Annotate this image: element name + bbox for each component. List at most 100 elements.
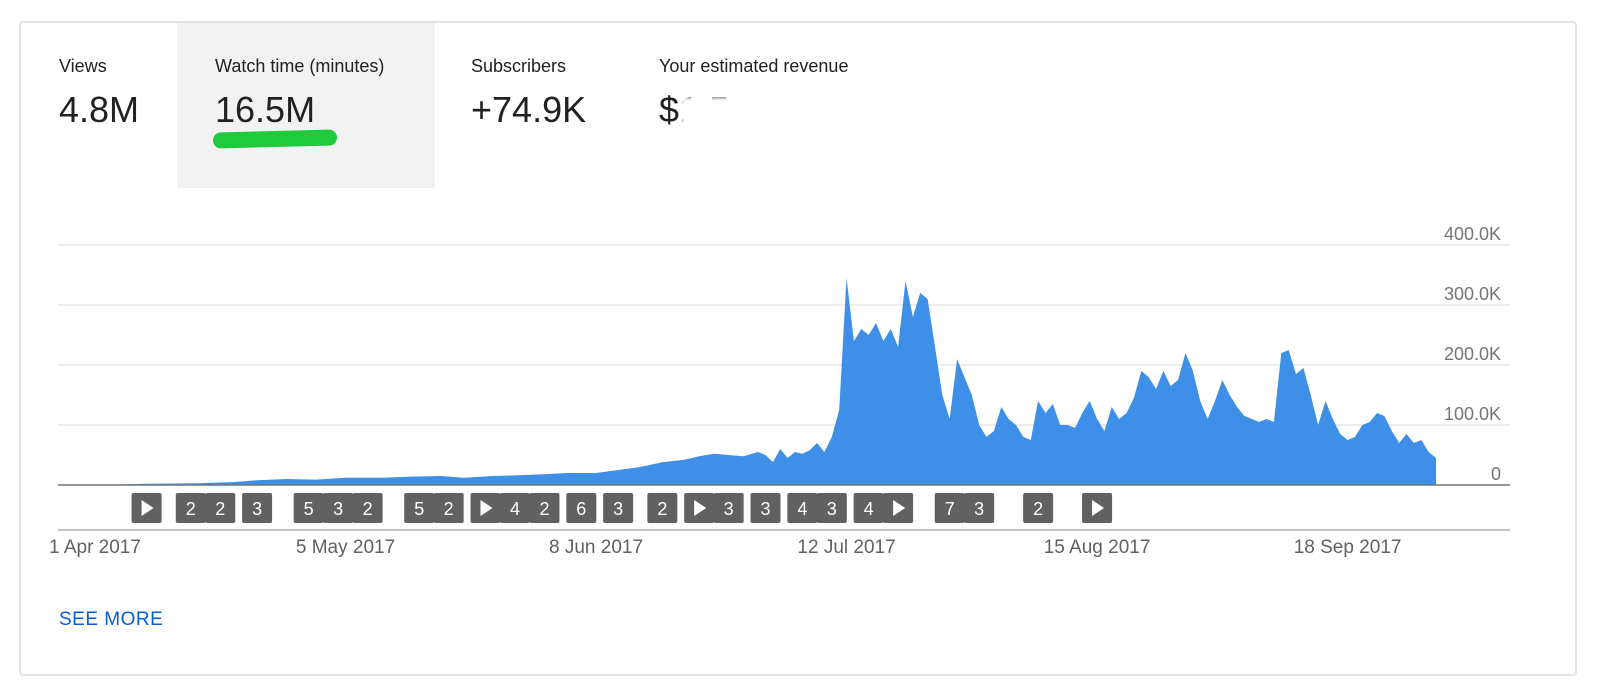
marker-count: 3: [252, 499, 262, 519]
redaction: [681, 97, 801, 127]
marker-count: 5: [414, 499, 424, 519]
upload-marker: 2: [647, 493, 678, 523]
upload-marker: 3: [713, 493, 744, 523]
upload-marker: 4: [853, 493, 884, 523]
marker-box: [499, 493, 530, 523]
marker-box: [1023, 493, 1054, 523]
marker-box: [293, 493, 324, 523]
axes: [58, 484, 1510, 531]
marker-box: [816, 493, 847, 523]
upload-marker: 2: [205, 493, 236, 523]
upload-marker: 2: [529, 493, 560, 523]
marker-count: 3: [827, 499, 837, 519]
watch-time-chart: 0 100.0K 200.0K 300.0K 400.0K 1 Apr 2017 5 Ma…: [49, 224, 1510, 558]
marker-box: [175, 493, 206, 523]
metric-label: Watch time (minutes): [215, 56, 385, 76]
upload-marker: 6: [566, 493, 597, 523]
metric-label: Subscribers: [471, 56, 567, 76]
marker-count: 3: [333, 499, 343, 519]
upload-marker: 3: [816, 493, 847, 523]
marker-count: 3: [974, 499, 984, 519]
metric-watch-time[interactable]: Watch time (minutes) 16.5M: [177, 23, 435, 188]
metric-value: +74.9K: [471, 89, 587, 130]
y-tick-label: 200.0K: [1444, 344, 1501, 364]
marker-box: [750, 493, 781, 523]
upload-marker: 5: [404, 493, 435, 523]
upload-marker: 2: [433, 493, 464, 523]
marker-count: 2: [444, 499, 454, 519]
play-icon: [694, 500, 707, 516]
y-tick-labels: 0 100.0K 200.0K 300.0K 400.0K: [1444, 224, 1501, 484]
marker-box: [566, 493, 597, 523]
upload-marker: [1082, 493, 1113, 523]
x-tick-label: 1 Apr 2017: [49, 537, 141, 558]
marker-box: [853, 493, 884, 523]
upload-marker: 2: [1023, 493, 1054, 523]
marker-box: [242, 493, 273, 523]
upload-marker: [883, 493, 914, 523]
analytics-card: Views 4.8M Watch time (minutes) 16.5M Su…: [19, 21, 1577, 676]
metric-label: Views: [59, 56, 107, 76]
marker-count: 2: [215, 499, 225, 519]
marker-count: 2: [186, 499, 196, 519]
play-icon: [893, 500, 906, 516]
upload-marker: 3: [603, 493, 634, 523]
marker-count: 3: [724, 499, 734, 519]
marker-count: 6: [576, 499, 586, 519]
marker-count: 4: [864, 499, 874, 519]
y-tick-label: 300.0K: [1444, 284, 1501, 304]
play-icon: [1092, 500, 1105, 516]
see-more-link[interactable]: SEE MORE: [59, 609, 164, 630]
metric-value: 4.8M: [59, 89, 140, 130]
x-tick-label: 12 Jul 2017: [797, 537, 895, 558]
y-tick-label: 0: [1491, 464, 1501, 484]
upload-marker: 3: [242, 493, 273, 523]
y-tick-label: 400.0K: [1444, 224, 1501, 244]
marker-count: 7: [945, 499, 955, 519]
metric-label: Your estimated revenue: [659, 56, 849, 76]
marker-count: 4: [510, 499, 520, 519]
upload-marker: 2: [175, 493, 206, 523]
marker-box: [352, 493, 383, 523]
marker-count: 2: [539, 499, 549, 519]
upload-marker: 7: [934, 493, 965, 523]
x-tick-label: 5 May 2017: [296, 537, 395, 558]
marker-count: 4: [797, 499, 807, 519]
metric-views[interactable]: Views 4.8M: [59, 23, 189, 188]
marker-count: 3: [613, 499, 623, 519]
upload-marker: 4: [787, 493, 818, 523]
marker-box: [433, 493, 464, 523]
metric-subscribers[interactable]: Subscribers +74.9K: [471, 23, 631, 188]
marker-count: 2: [363, 499, 373, 519]
marker-box: [647, 493, 678, 523]
marker-box: [964, 493, 995, 523]
upload-marker: 3: [750, 493, 781, 523]
marker-count: 3: [760, 499, 770, 519]
x-tick-labels: 1 Apr 2017 5 May 2017 8 Jun 2017 12 Jul 201…: [49, 537, 1401, 558]
x-tick-label: 18 Sep 2017: [1294, 537, 1402, 558]
x-tick-label: 15 Aug 2017: [1044, 537, 1151, 558]
upload-marker: 3: [323, 493, 354, 523]
upload-marker: [470, 493, 501, 523]
upload-marker: 3: [964, 493, 995, 523]
marker-box: [787, 493, 818, 523]
upload-marker: [131, 493, 162, 523]
play-icon: [141, 500, 154, 516]
upload-marker: 4: [499, 493, 530, 523]
marker-box: [205, 493, 236, 523]
marker-count: 2: [1033, 499, 1043, 519]
upload-marker: 5: [293, 493, 324, 523]
marker-box: [934, 493, 965, 523]
metric-revenue[interactable]: Your estimated revenue $1 5: [659, 23, 919, 188]
marker-box: [713, 493, 744, 523]
upload-marker: [684, 493, 715, 523]
marker-box: [529, 493, 560, 523]
y-tick-label: 100.0K: [1444, 404, 1501, 424]
upload-marker: 2: [352, 493, 383, 523]
metric-value: 16.5M: [215, 89, 316, 130]
marker-box: [603, 493, 634, 523]
marker-box: [404, 493, 435, 523]
marker-box: [323, 493, 354, 523]
marker-count: 2: [657, 499, 667, 519]
